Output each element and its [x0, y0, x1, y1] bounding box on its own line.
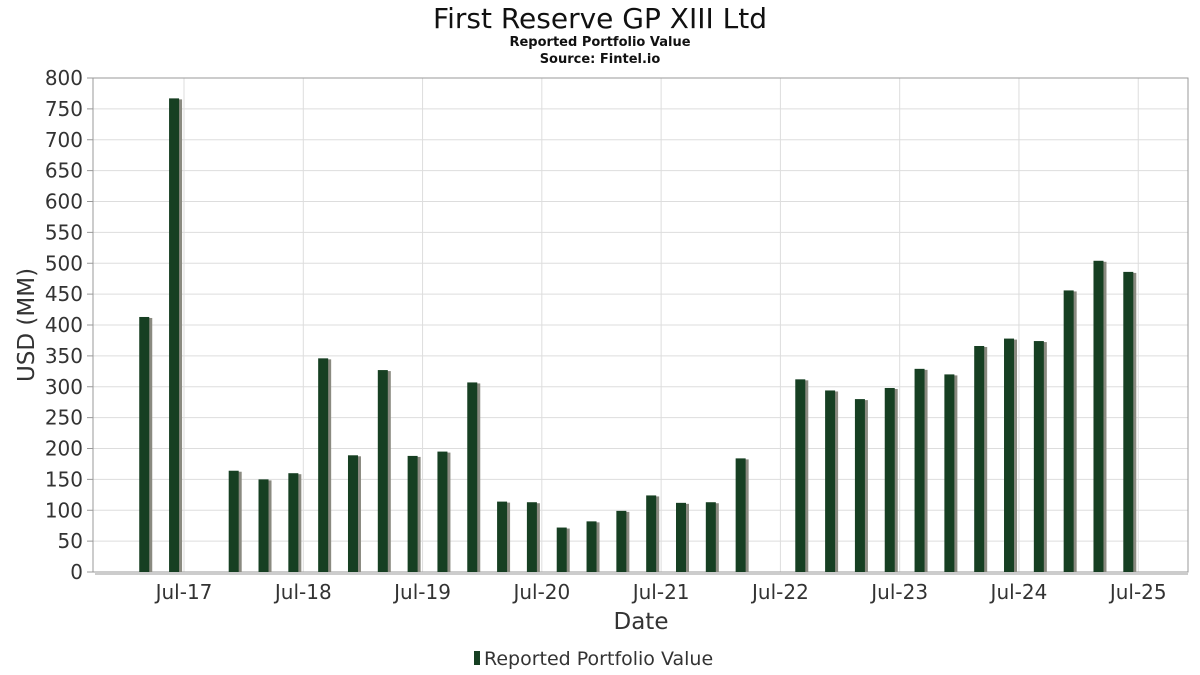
bar: [1123, 271, 1134, 572]
x-tick-label: Jul-25: [1108, 580, 1167, 604]
y-tick-label: 0: [70, 560, 83, 584]
x-tick-label: Jul-18: [273, 580, 332, 604]
y-tick-label: 800: [45, 66, 83, 90]
y-tick-label: 450: [45, 282, 83, 306]
x-tick-label: Jul-19: [392, 580, 451, 604]
legend: Reported Portfolio Value: [474, 648, 713, 670]
bar: [1004, 338, 1015, 572]
bar: [676, 502, 686, 572]
y-tick-label: 700: [45, 128, 83, 152]
bar: [526, 502, 537, 572]
x-tick-label: Jul-21: [631, 580, 690, 604]
y-tick-label: 350: [45, 344, 83, 368]
y-tick-label: 150: [45, 467, 83, 491]
y-tick-label: 750: [45, 97, 83, 121]
bar: [347, 455, 358, 572]
bar: [437, 451, 448, 572]
grid-lines: [93, 77, 1188, 575]
y-tick-label: 500: [45, 251, 83, 275]
bar: [586, 521, 597, 572]
x-axis-title: Date: [614, 609, 669, 635]
x-tick-label: Jul-24: [989, 580, 1048, 604]
bar: [467, 382, 478, 572]
bar: [616, 510, 627, 572]
y-tick-label: 50: [58, 529, 83, 553]
chart-subtitle: Reported Portfolio Value: [509, 35, 691, 50]
y-axis-title: USD (MM): [14, 268, 40, 382]
y-axis-ticks: 0 50 100 150 200 250 300 350 400 450 500 550 600 650 7…: [45, 66, 93, 584]
bar: [258, 479, 269, 572]
bar: [1063, 290, 1074, 572]
x-tick-label: Jul-20: [511, 580, 570, 604]
y-tick-label: 200: [45, 437, 83, 461]
bar: [228, 470, 239, 572]
x-tick-label: Jul-22: [750, 580, 809, 604]
bar: [705, 502, 716, 572]
bar: [139, 316, 150, 572]
y-tick-label: 100: [45, 498, 83, 522]
x-tick-label: Jul-17: [154, 580, 213, 604]
bar: [288, 473, 299, 572]
bar: [1093, 260, 1104, 572]
bar: [318, 358, 329, 572]
chart-title: First Reserve GP XIII Ltd: [433, 2, 767, 35]
bar: [169, 98, 180, 572]
bar: [854, 399, 865, 572]
y-tick-label: 600: [45, 190, 83, 214]
y-tick-label: 550: [45, 220, 83, 244]
bar: [884, 387, 895, 572]
legend-swatch: [474, 651, 480, 665]
bar: [1033, 341, 1044, 572]
y-tick-label: 300: [45, 375, 83, 399]
bar: [646, 495, 657, 572]
y-tick-label: 400: [45, 313, 83, 337]
bar: [825, 390, 836, 572]
x-tick-label: Jul-23: [869, 580, 928, 604]
y-tick-label: 250: [45, 406, 83, 430]
chart-source: Source: Fintel.io: [539, 52, 661, 67]
bar: [795, 379, 806, 572]
bar: [377, 370, 388, 572]
x-axis-ticks: Jul-17 Jul-18 Jul-19 Jul-20 Jul-21 Jul-22 Jul-…: [154, 580, 1167, 604]
bar: [407, 455, 418, 572]
bar: [497, 501, 508, 572]
bar: [735, 458, 746, 572]
y-tick-label: 650: [45, 159, 83, 183]
legend-label: Reported Portfolio Value: [484, 648, 713, 670]
bar: [914, 368, 925, 572]
bar: [556, 527, 567, 572]
bar: [944, 374, 955, 572]
bars: [139, 98, 1137, 572]
bar: [974, 345, 985, 572]
